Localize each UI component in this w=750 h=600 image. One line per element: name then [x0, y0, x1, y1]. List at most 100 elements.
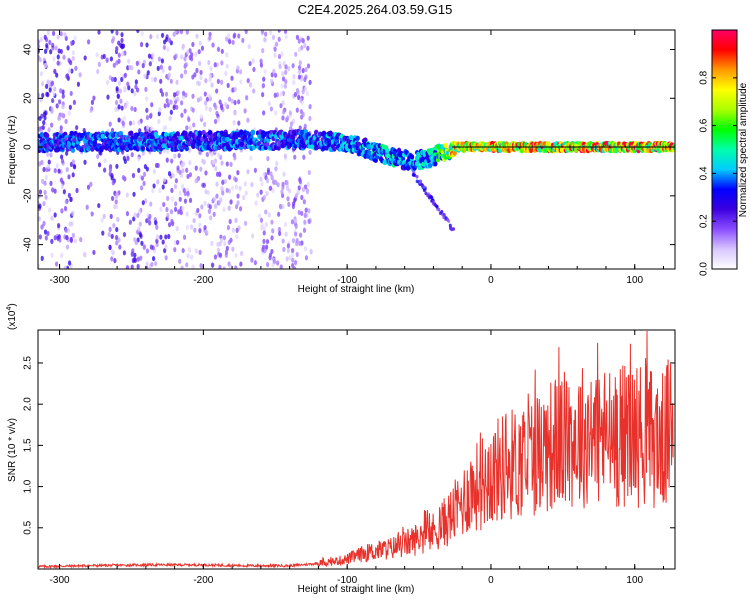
heatmap-cell — [225, 36, 229, 42]
heatmap-cell — [134, 79, 138, 85]
heatmap-cell — [50, 252, 54, 258]
heatmap-cell — [61, 104, 65, 110]
heatmap-cell — [92, 249, 96, 256]
heatmap-cell — [52, 56, 56, 62]
x-tick-label: -100 — [337, 275, 357, 286]
heatmap-cell — [225, 52, 229, 58]
heatmap-cell — [171, 172, 175, 178]
heatmap-cell — [282, 171, 286, 177]
y-tick-label: 1.0 — [23, 479, 34, 493]
heatmap-cell — [163, 131, 169, 138]
y-tick-label: 2.0 — [23, 397, 34, 411]
heatmap-cell — [109, 56, 113, 62]
heatmap-cell — [203, 91, 207, 97]
heatmap-cell — [203, 224, 207, 231]
heatmap-cell — [56, 54, 60, 60]
heatmap-cell — [433, 161, 438, 167]
heatmap-cell — [305, 90, 309, 97]
heatmap-cell — [184, 145, 190, 152]
heatmap-cell — [178, 258, 182, 264]
heatmap-cell — [225, 63, 229, 69]
heatmap-cell — [265, 178, 270, 184]
heatmap-cell — [43, 62, 47, 69]
heatmap-cell — [70, 147, 76, 153]
heatmap-cell — [109, 213, 113, 220]
heatmap-cell — [261, 92, 265, 98]
heatmap-cell — [60, 183, 64, 189]
heatmap-cell — [38, 57, 42, 63]
heatmap-cell — [121, 120, 125, 126]
heatmap-cell — [162, 201, 166, 208]
heatmap-cell — [243, 181, 247, 187]
heatmap-cell — [100, 133, 105, 139]
heatmap-cell — [254, 200, 258, 206]
heatmap-cell — [162, 125, 166, 131]
heatmap-cell — [59, 177, 64, 183]
heatmap-cell — [128, 120, 133, 126]
heatmap-cell — [130, 152, 134, 158]
heatmap-cell — [242, 195, 246, 201]
y-tick-label: 2.5 — [23, 356, 34, 370]
heatmap-cell — [190, 254, 194, 260]
heatmap-cell — [298, 240, 302, 247]
heatmap-cell — [277, 53, 282, 60]
heatmap-cell — [155, 33, 160, 40]
heatmap-cell — [183, 191, 187, 197]
heatmap-cell — [65, 244, 70, 250]
heatmap-cell — [273, 46, 277, 52]
heatmap-cell — [185, 167, 189, 173]
heatmap-cell — [290, 252, 295, 258]
heatmap-cell — [145, 261, 149, 267]
heatmap-cell — [306, 181, 310, 187]
heatmap-cell — [121, 51, 125, 57]
heatmap-cell — [181, 43, 185, 49]
heatmap-cell — [259, 176, 263, 182]
heatmap-cell — [268, 185, 273, 191]
heatmap-cell — [161, 68, 165, 74]
heatmap-cell — [261, 83, 266, 89]
heatmap-cell — [151, 255, 156, 262]
heatmap-cell — [164, 36, 169, 43]
heatmap-cell — [69, 60, 73, 66]
heatmap-cell — [199, 69, 203, 76]
heatmap-cell — [62, 189, 66, 195]
heatmap-cell — [277, 226, 282, 233]
heatmap-cell — [56, 60, 60, 66]
heatmap-cell — [232, 120, 236, 126]
heatmap-cell — [194, 165, 198, 171]
heatmap-cell — [304, 66, 308, 73]
heatmap-cell — [198, 213, 202, 219]
heatmap-cell — [297, 185, 301, 191]
y-tick-label: 20 — [23, 92, 34, 104]
heatmap-cell — [204, 78, 208, 84]
heatmap-cell — [150, 76, 154, 83]
heatmap-cell — [270, 235, 274, 241]
heatmap-cell — [63, 32, 67, 38]
heatmap-cell — [270, 248, 274, 255]
heatmap-cell — [69, 196, 73, 203]
heatmap-cell — [216, 46, 221, 52]
heatmap-cell — [70, 68, 74, 74]
heatmap-cell — [201, 129, 206, 136]
heatmap-cell — [211, 159, 216, 166]
heatmap-cell — [230, 98, 234, 104]
heatmap-cell — [102, 213, 106, 220]
y-tick-label: 0 — [23, 144, 34, 150]
heatmap-cell — [56, 235, 60, 241]
heatmap-cell — [167, 222, 172, 228]
heatmap-cell — [303, 246, 308, 252]
heatmap-cell — [51, 187, 55, 193]
heatmap-cell — [205, 96, 210, 102]
heatmap-cell — [188, 172, 193, 178]
heatmap-cell — [96, 68, 100, 75]
heatmap-cell — [191, 41, 195, 48]
heatmap-cell — [57, 222, 61, 229]
heatmap-cell — [85, 204, 89, 210]
heatmap-cell — [196, 207, 200, 214]
heatmap-cell — [132, 191, 136, 197]
heatmap-cell — [176, 165, 180, 171]
heatmap-cell — [284, 69, 288, 75]
heatmap-cell — [46, 151, 50, 158]
heatmap-cell — [248, 60, 252, 67]
heatmap-cell — [236, 200, 240, 206]
